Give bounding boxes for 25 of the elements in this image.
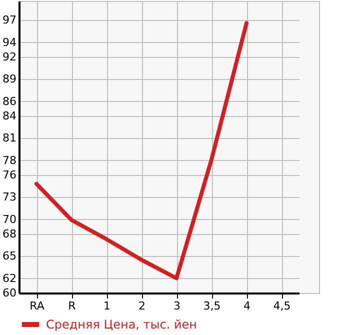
y-tick-label: 73 bbox=[2, 190, 16, 204]
x-tick-label: 3 bbox=[174, 300, 180, 312]
y-tick-label: 78 bbox=[2, 154, 16, 167]
x-tick-label: 2 bbox=[138, 300, 146, 312]
line-series bbox=[34, 21, 248, 280]
y-tick-label: 94 bbox=[2, 36, 16, 49]
x-tick-label: 4,5 bbox=[273, 300, 291, 312]
y-tick-label: 92 bbox=[2, 50, 16, 64]
x-tick-label: 3,5 bbox=[203, 300, 221, 312]
y-tick-label: 70 bbox=[2, 212, 16, 226]
y-tick-label: 84 bbox=[2, 110, 16, 123]
x-tick-label: 4 bbox=[244, 300, 250, 312]
x-tick-label: R bbox=[68, 300, 76, 312]
y-tick-label: 89 bbox=[2, 72, 16, 86]
y-tick-label: 68 bbox=[2, 228, 16, 241]
y-tick-label: 76 bbox=[2, 168, 16, 182]
legend-label: Средняя Цена, тыс. йен bbox=[46, 318, 198, 332]
y-tick-label: 86 bbox=[2, 94, 16, 108]
x-tick-label: RA bbox=[30, 300, 45, 312]
y-tick-label: 65 bbox=[2, 250, 16, 263]
x-tick-label: 1 bbox=[104, 300, 110, 312]
y-tick-label: 60 bbox=[2, 286, 16, 300]
y-tick-label: 62 bbox=[2, 272, 16, 285]
y-tick-label: 81 bbox=[2, 132, 16, 145]
y-tick-label: 97 bbox=[2, 14, 16, 27]
